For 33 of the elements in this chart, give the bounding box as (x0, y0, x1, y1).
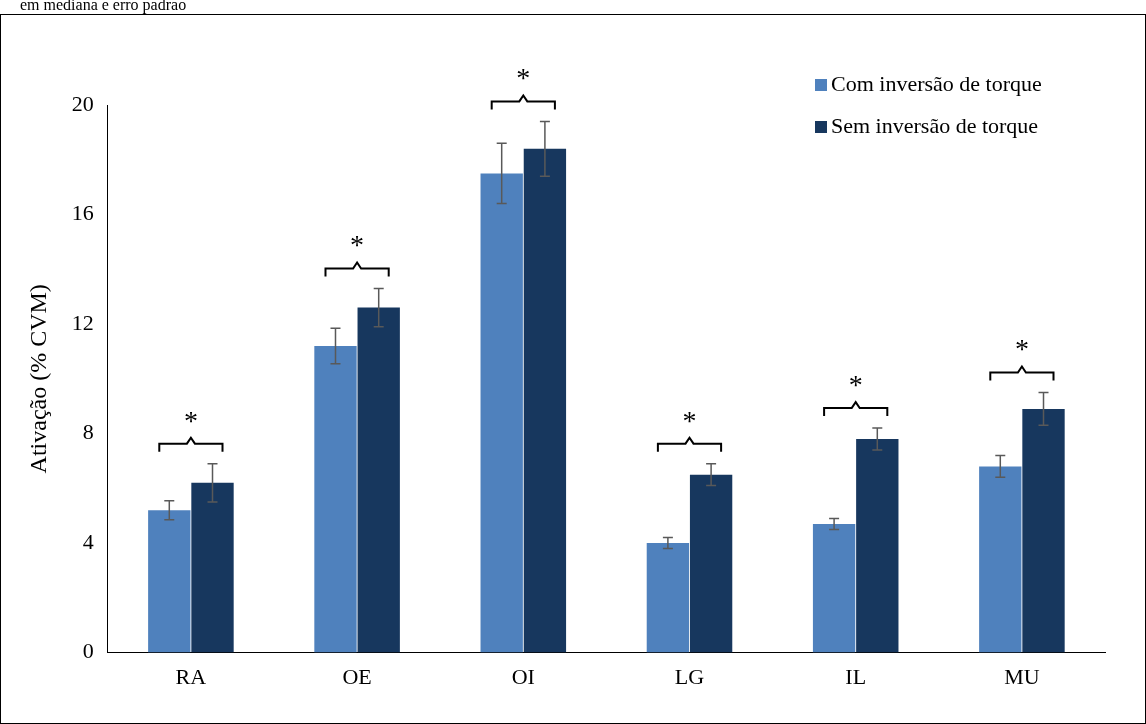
y-axis-title: Ativação (% CVM) (24, 284, 51, 474)
bar (646, 543, 690, 653)
x-tick-label: RA (175, 663, 207, 689)
bar (480, 173, 523, 653)
y-tick-label: 20 (71, 90, 94, 116)
x-tick-label: OE (342, 663, 372, 689)
bar (314, 345, 357, 653)
x-tick-label: MU (1004, 663, 1040, 689)
bar (979, 466, 1022, 653)
bar (191, 482, 234, 653)
legend-label: Sem inversão de torque (831, 112, 1039, 138)
bar (689, 474, 733, 653)
legend-label: Com inversão de torque (831, 70, 1042, 96)
bar (856, 439, 899, 653)
x-tick-label: OI (511, 663, 535, 689)
annotation: * (1014, 333, 1029, 365)
y-tick-label: 0 (82, 638, 94, 664)
bar (148, 510, 191, 653)
annotation: * (183, 404, 198, 436)
bar (357, 307, 400, 653)
x-tick-label: IL (845, 663, 867, 689)
annotation: * (682, 404, 697, 436)
bar (523, 148, 567, 653)
y-tick-label: 8 (82, 419, 94, 445)
y-tick-label: 4 (82, 528, 94, 554)
y-tick-label: 12 (71, 309, 94, 335)
text: * (516, 62, 531, 94)
y-tick-label: 16 (71, 200, 94, 226)
bar (812, 523, 856, 653)
bar (1022, 408, 1065, 653)
x-tick-label: LG (674, 663, 705, 689)
annotation: * (350, 229, 365, 261)
annotation: * (848, 369, 863, 401)
